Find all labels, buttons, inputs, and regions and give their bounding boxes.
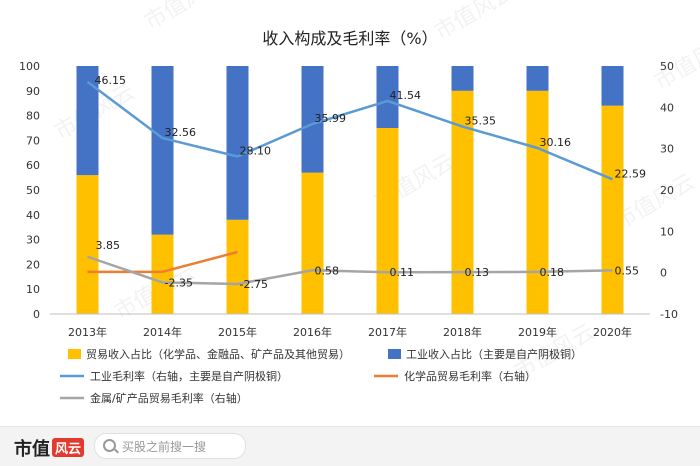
bar-trade-share	[527, 91, 549, 314]
industry-margin-label: 46.15	[95, 74, 127, 87]
left-axis-tick-label: 0	[33, 308, 40, 321]
industry-margin-label: 35.35	[465, 115, 497, 128]
x-axis-tick-label: 2013年	[68, 325, 107, 339]
left-axis-tick-label: 40	[26, 209, 40, 222]
left-axis-tick-label: 50	[26, 184, 40, 197]
industry-margin-label: 30.16	[540, 136, 572, 149]
metal-margin-label: 0.58	[315, 264, 340, 277]
right-axis-tick-label: -10	[660, 308, 678, 321]
bar-industry-share	[152, 66, 174, 235]
industry-margin-label: 22.59	[615, 167, 647, 180]
x-axis-tick-label: 2016年	[293, 325, 332, 339]
left-axis-tick-label: 60	[26, 159, 40, 172]
right-axis-tick-label: 30	[660, 143, 674, 156]
brand-badge: 风云	[52, 438, 84, 457]
right-axis-tick-label: 20	[660, 184, 674, 197]
x-axis-tick-label: 2017年	[368, 325, 407, 339]
legend-label-0: 贸易收入占比（化学品、金融品、矿产品及其他贸易）	[86, 347, 350, 361]
right-axis-tick-label: 40	[660, 101, 674, 114]
left-axis-tick-label: 10	[26, 283, 40, 296]
left-axis-tick-label: 80	[26, 110, 40, 123]
x-axis-tick-label: 2019年	[518, 325, 557, 339]
chart-title: 收入构成及毛利率（%）	[262, 29, 437, 48]
right-axis-tick-label: 50	[660, 60, 674, 73]
legend-label-1: 工业收入占比（主要是自产阴极铜）	[406, 347, 582, 361]
bar-trade-share	[227, 220, 249, 314]
legend-label-3: 化学品贸易毛利率（右轴）	[404, 369, 536, 383]
metal-margin-label: 0.13	[465, 266, 490, 279]
footer-bar: 市值风云 买股之前搜一搜	[0, 426, 700, 466]
legend-swatch-0	[68, 349, 81, 359]
left-axis-tick-label: 20	[26, 258, 40, 271]
watermark-text: 市值风云	[141, 0, 230, 35]
chart-svg: 市值风云市值风云市值风云市值风云市值风云市值风云市值风云市值风云收入构成及毛利率…	[0, 0, 700, 426]
bar-industry-share	[452, 66, 474, 91]
watermark-text: 市值风云	[651, 30, 700, 96]
left-axis-tick-label: 100	[19, 60, 40, 73]
legend-label-2: 工业毛利率（右轴，主要是自产阴极铜）	[90, 369, 288, 383]
industry-margin-label: 41.54	[390, 89, 422, 102]
watermark-text: 市值风云	[431, 0, 520, 45]
brand-name: 市值	[14, 439, 50, 460]
right-axis-tick-label: 10	[660, 225, 674, 238]
search-box[interactable]: 买股之前搜一搜	[94, 433, 246, 459]
x-axis-tick-label: 2014年	[143, 325, 182, 339]
metal-margin-label: 0.11	[390, 266, 415, 279]
metal-margin-label: -2.75	[240, 278, 268, 291]
left-axis-tick-label: 70	[26, 134, 40, 147]
legend-swatch-1	[388, 349, 401, 359]
bar-industry-share	[227, 66, 249, 220]
brand-logo[interactable]: 市值风云	[14, 435, 84, 461]
x-axis-tick-label: 2020年	[593, 325, 632, 339]
bar-industry-share	[527, 66, 549, 91]
metal-margin-label: 0.18	[540, 266, 565, 279]
legend-label-4: 金属/矿产品贸易毛利率（右轴）	[90, 391, 248, 405]
industry-margin-label: 35.99	[315, 112, 347, 125]
metal-margin-label: 3.85	[96, 239, 121, 252]
industry-margin-label: 32.56	[165, 126, 197, 139]
metal-margin-label: -2.35	[165, 276, 193, 289]
bar-industry-share	[602, 66, 624, 106]
search-placeholder: 买股之前搜一搜	[122, 438, 206, 455]
search-icon	[103, 439, 116, 452]
left-axis-tick-label: 30	[26, 234, 40, 247]
bar-trade-share	[152, 235, 174, 314]
metal-margin-label: 0.55	[615, 264, 640, 277]
bar-trade-share	[602, 106, 624, 314]
industry-margin-label: 28.10	[240, 145, 272, 158]
x-axis-tick-label: 2015年	[218, 325, 257, 339]
bar-trade-share	[377, 128, 399, 314]
x-axis-tick-label: 2018年	[443, 325, 482, 339]
bar-trade-share	[302, 173, 324, 314]
left-axis-tick-label: 90	[26, 85, 40, 98]
right-axis-tick-label: 0	[660, 267, 667, 280]
